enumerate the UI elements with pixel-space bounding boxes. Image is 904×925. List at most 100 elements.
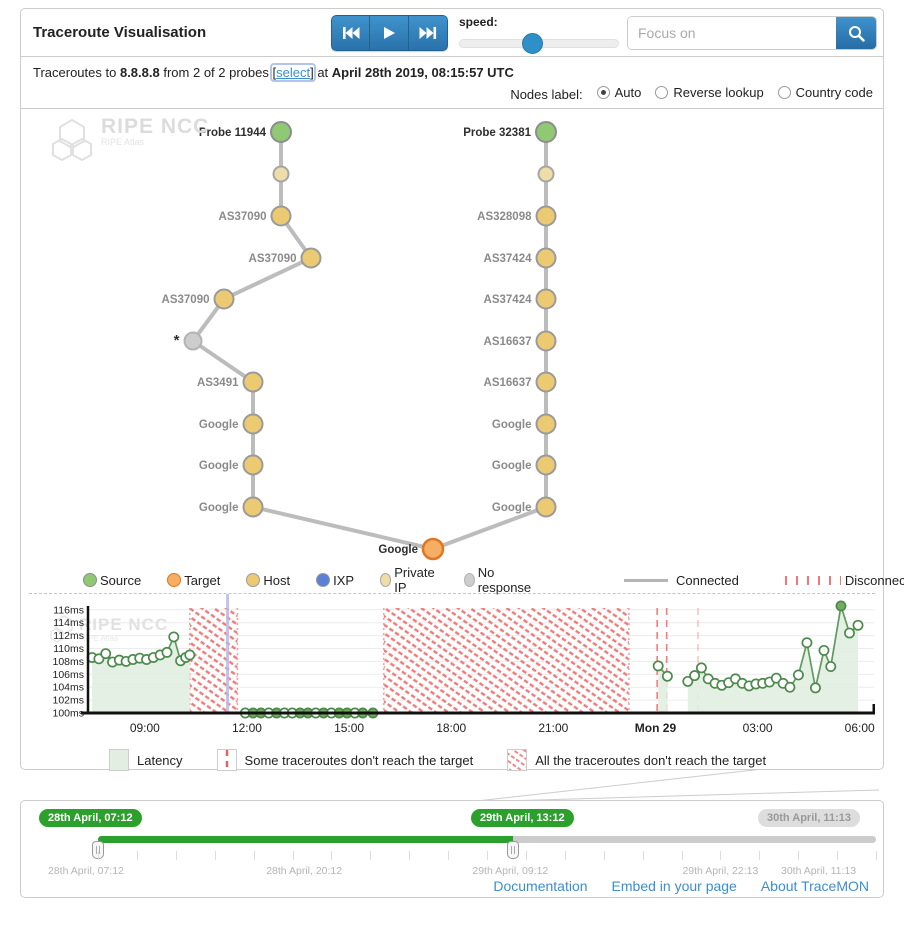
timeline-axis-label: 29th April, 09:12 xyxy=(472,865,549,877)
summary-prefix: Traceroutes to xyxy=(33,65,117,80)
timeline-tick xyxy=(525,851,527,860)
latency-point[interactable] xyxy=(661,670,673,682)
latency-point[interactable] xyxy=(801,637,813,649)
graph-node-label: Probe 32381 xyxy=(463,127,531,139)
select-probes-link[interactable]: select xyxy=(276,65,311,80)
skip-to-start-icon xyxy=(342,27,359,39)
timeline-track[interactable] xyxy=(98,836,876,843)
latency-point[interactable] xyxy=(100,648,112,660)
latency-point[interactable] xyxy=(784,681,796,693)
latency-point[interactable] xyxy=(835,600,847,612)
latency-point[interactable] xyxy=(792,669,804,681)
graph-node-hop-l10[interactable] xyxy=(242,496,264,518)
footer-link-documentation[interactable]: Documentation xyxy=(493,878,588,894)
timeline-tick xyxy=(292,851,294,860)
legend-disconnected-label: Disconnected xyxy=(844,572,904,588)
graph-node-hop-l7[interactable] xyxy=(242,371,264,393)
graph-node-label: AS3491 xyxy=(197,377,239,389)
graph-node-hop-l6[interactable] xyxy=(183,331,203,351)
graph-node-hop-l9[interactable] xyxy=(242,454,264,476)
skip-to-end-button[interactable] xyxy=(409,15,448,51)
latency-point[interactable] xyxy=(852,619,864,631)
legend-some-label: Some traceroutes don't reach the target xyxy=(244,752,474,768)
timeline-tick xyxy=(331,851,333,860)
timeline-tick xyxy=(136,851,138,860)
legend-connected-label: Connected xyxy=(676,572,739,588)
timeline-selected-range[interactable] xyxy=(98,836,513,843)
graph-node-hop-r2[interactable] xyxy=(537,165,555,183)
private-dot-icon xyxy=(380,573,392,587)
graph-node-hop-l2[interactable] xyxy=(272,165,290,183)
latency-point[interactable] xyxy=(682,675,694,687)
speed-slider-thumb[interactable] xyxy=(522,33,543,54)
graph-node-hop-l3[interactable] xyxy=(270,205,292,227)
play-button[interactable] xyxy=(370,15,409,51)
legend-item-label: Host xyxy=(263,572,291,588)
latency-point[interactable] xyxy=(825,661,837,673)
graph-node-probe-11944[interactable] xyxy=(270,121,292,143)
graph-node-hop-l8[interactable] xyxy=(242,413,264,435)
timeline-tick xyxy=(642,851,644,860)
graph-canvas[interactable]: Probe 11944 AS37090 AS37090 AS37090 * AS3491 G… xyxy=(21,109,883,567)
graph-node-hop-r3[interactable] xyxy=(535,205,557,227)
play-icon xyxy=(384,27,395,39)
nodes-label-option-reverse-lookup[interactable]: Reverse lookup xyxy=(655,85,764,100)
graph-node-label: AS37424 xyxy=(484,253,533,265)
host-dot-icon xyxy=(246,573,261,587)
summary-at: at xyxy=(317,65,329,80)
footer-link-embed-in-your-page[interactable]: Embed in your page xyxy=(611,878,737,894)
nodes-label-option-auto[interactable]: Auto xyxy=(596,85,641,100)
nodes-label-option-country-code[interactable]: Country code xyxy=(777,85,873,100)
timeline-badge-0: 28th April, 07:12 xyxy=(39,809,142,827)
focus-input[interactable] xyxy=(628,17,836,49)
graph-node-label: AS37090 xyxy=(162,294,210,306)
latency-point[interactable] xyxy=(689,670,701,682)
graph-node-hop-r7[interactable] xyxy=(535,371,557,393)
graph-node-probe-32381[interactable] xyxy=(535,121,557,143)
y-tick-label: 116ms xyxy=(53,604,84,616)
latency-point[interactable] xyxy=(184,649,196,661)
radio-icon[interactable] xyxy=(777,86,791,99)
radio-icon[interactable] xyxy=(596,86,610,99)
skip-to-start-button[interactable] xyxy=(331,15,370,51)
graph-edge xyxy=(431,505,548,551)
graph-node-target-google[interactable] xyxy=(421,537,445,561)
graph-node-hop-r10[interactable] xyxy=(535,496,557,518)
graph-node-hop-r6[interactable] xyxy=(535,330,557,352)
radio-label: Reverse lookup xyxy=(673,85,764,100)
latency-point[interactable] xyxy=(161,646,173,658)
search-button[interactable] xyxy=(836,17,876,49)
graph-node-label: Google xyxy=(199,502,239,514)
radio-icon[interactable] xyxy=(655,86,669,99)
all-unreachable-swatch xyxy=(507,749,528,771)
graph-edge xyxy=(222,256,313,301)
search-icon xyxy=(848,25,865,42)
latency-point[interactable] xyxy=(844,627,855,639)
disconnected-dashes-swatch xyxy=(784,575,841,585)
legend-item-host: Host xyxy=(246,565,290,595)
x-tick-label: 21:00 xyxy=(538,721,568,735)
graph-node-hop-l5[interactable] xyxy=(213,288,235,310)
graph-node-hop-r5[interactable] xyxy=(535,288,557,310)
graph-node-label: Google xyxy=(492,502,532,514)
graph-node-hop-r9[interactable] xyxy=(535,454,557,476)
graph-node-hop-l4[interactable] xyxy=(300,247,322,269)
latency-chart-section: RIPE NCC RIPE Atlas 116ms 114ms 112ms 110ms 10… xyxy=(29,593,876,773)
speed-slider[interactable] xyxy=(459,33,619,54)
timeline-handle-end[interactable] xyxy=(506,841,519,859)
timeline-tick xyxy=(448,851,450,860)
timeline-tick xyxy=(798,851,800,860)
graph-node-hop-r8[interactable] xyxy=(535,413,557,435)
x-tick-label: 12:00 xyxy=(232,721,262,735)
graph-node-hop-r4[interactable] xyxy=(535,247,557,269)
latency-point[interactable] xyxy=(809,682,821,694)
latency-point[interactable] xyxy=(652,660,664,672)
latency-point[interactable] xyxy=(818,644,830,656)
legend-item-label: Private IP xyxy=(394,565,435,595)
latency-point[interactable] xyxy=(695,662,707,674)
legend-item-private: Private IP xyxy=(380,565,437,595)
latency-point[interactable] xyxy=(168,631,180,643)
footer-link-about-tracemon[interactable]: About TraceMON xyxy=(760,878,869,894)
graph-node-label: AS16637 xyxy=(484,377,532,389)
